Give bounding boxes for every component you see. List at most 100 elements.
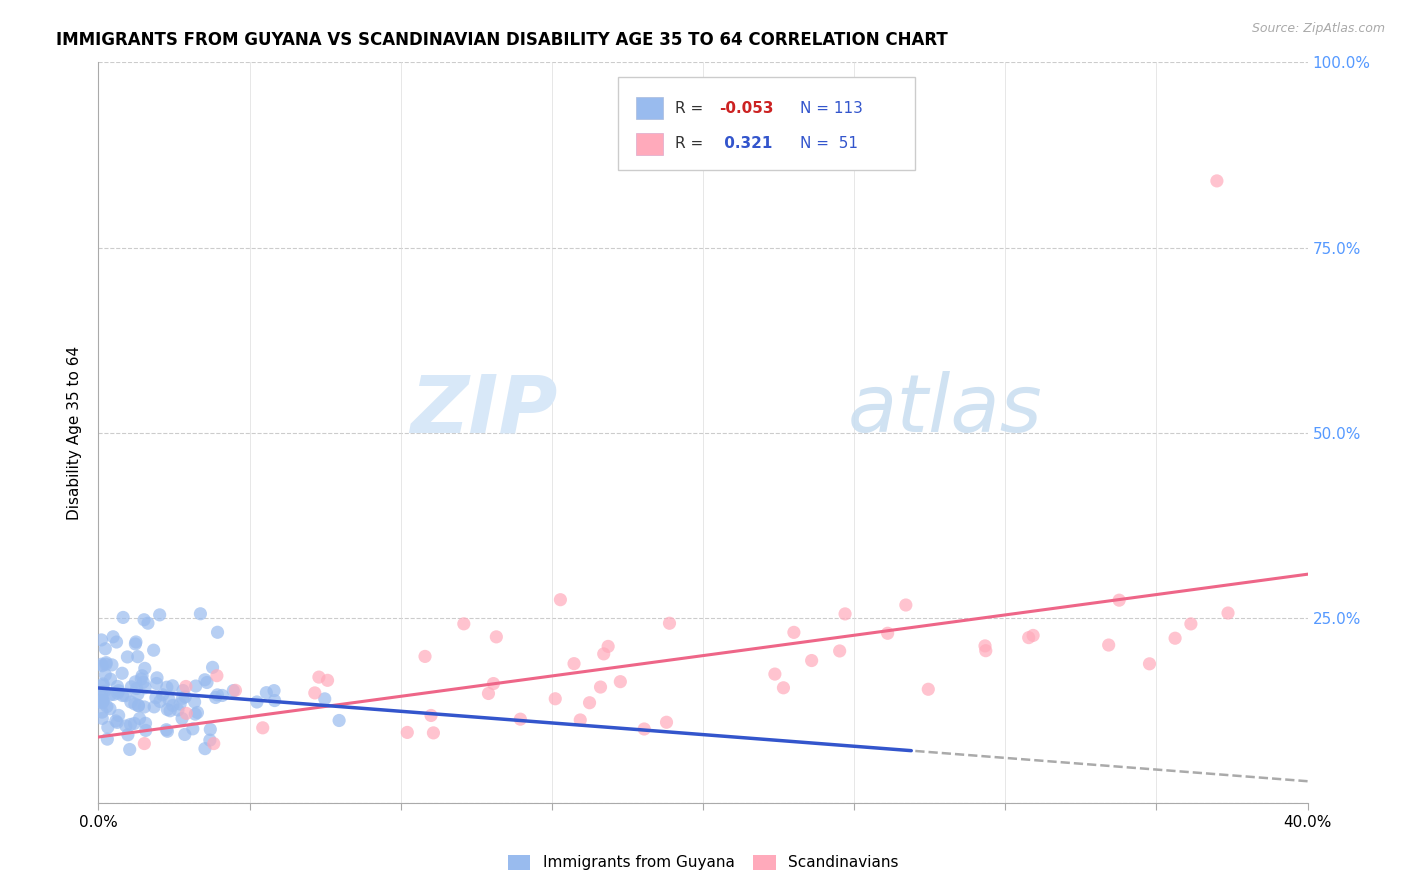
- Text: N =  51: N = 51: [800, 136, 858, 152]
- Point: [598, 640, 620, 654]
- Point: [107, 683, 129, 698]
- Point: [145, 676, 167, 690]
- Point: [131, 669, 153, 683]
- Point: [204, 690, 226, 705]
- Point: [91, 705, 114, 719]
- Point: [152, 688, 174, 702]
- Point: [422, 726, 444, 740]
- Point: [114, 689, 136, 703]
- Point: [308, 670, 330, 684]
- Point: [127, 698, 149, 713]
- Point: [569, 713, 592, 727]
- Point: [118, 742, 141, 756]
- Point: [252, 721, 274, 735]
- Point: [222, 683, 245, 698]
- Point: [1180, 616, 1202, 631]
- Point: [184, 707, 207, 722]
- Point: [127, 698, 149, 713]
- Point: [155, 723, 177, 737]
- Point: [134, 737, 156, 751]
- Point: [157, 693, 180, 707]
- Point: [224, 683, 246, 698]
- Point: [145, 690, 167, 705]
- Point: [124, 697, 146, 711]
- Point: [90, 632, 112, 647]
- Point: [125, 681, 148, 696]
- Point: [186, 706, 208, 720]
- Point: [763, 667, 786, 681]
- Point: [146, 671, 169, 685]
- Point: [90, 694, 112, 708]
- Point: [834, 607, 856, 621]
- Point: [98, 702, 121, 716]
- Point: [482, 676, 505, 690]
- Point: [783, 625, 806, 640]
- Point: [658, 616, 681, 631]
- Point: [100, 672, 122, 686]
- Point: [246, 695, 269, 709]
- Text: ZIP: ZIP: [411, 371, 558, 450]
- Point: [91, 696, 114, 710]
- Point: [633, 722, 655, 736]
- Point: [172, 683, 194, 698]
- Point: [90, 686, 112, 700]
- Point: [91, 678, 114, 692]
- Point: [1108, 593, 1130, 607]
- Point: [254, 686, 277, 700]
- Point: [162, 698, 184, 713]
- Point: [91, 711, 114, 725]
- Point: [609, 674, 631, 689]
- Point: [105, 715, 128, 730]
- Point: [120, 680, 142, 694]
- Point: [1206, 174, 1229, 188]
- Bar: [637, 97, 664, 120]
- Point: [124, 674, 146, 689]
- Point: [413, 649, 436, 664]
- Point: [477, 686, 499, 700]
- Point: [176, 706, 198, 721]
- Point: [195, 675, 218, 690]
- Point: [190, 607, 212, 621]
- Point: [562, 657, 585, 671]
- Point: [194, 673, 217, 687]
- Point: [420, 708, 443, 723]
- Point: [1022, 628, 1045, 642]
- Point: [1098, 638, 1121, 652]
- Point: [127, 649, 149, 664]
- Point: [263, 693, 285, 707]
- Point: [96, 699, 118, 714]
- Point: [485, 630, 508, 644]
- Point: [263, 683, 285, 698]
- Point: [120, 695, 142, 709]
- Point: [91, 658, 114, 673]
- Point: [103, 688, 125, 702]
- Point: [120, 717, 142, 731]
- Point: [117, 728, 139, 742]
- Point: [134, 681, 156, 695]
- Point: [201, 660, 224, 674]
- Point: [91, 693, 114, 707]
- Point: [550, 592, 572, 607]
- Point: [132, 675, 155, 690]
- Point: [136, 616, 159, 631]
- Point: [800, 654, 823, 668]
- Point: [1216, 606, 1239, 620]
- Text: Source: ZipAtlas.com: Source: ZipAtlas.com: [1251, 22, 1385, 36]
- Point: [974, 643, 997, 657]
- Point: [396, 725, 419, 739]
- Point: [101, 657, 124, 672]
- Point: [183, 695, 205, 709]
- Point: [104, 714, 127, 728]
- Text: IMMIGRANTS FROM GUYANA VS SCANDINAVIAN DISABILITY AGE 35 TO 64 CORRELATION CHART: IMMIGRANTS FROM GUYANA VS SCANDINAVIAN D…: [56, 31, 948, 49]
- Point: [107, 679, 129, 693]
- Text: R =: R =: [675, 136, 709, 152]
- Point: [156, 702, 179, 716]
- Point: [94, 668, 117, 682]
- Point: [90, 695, 112, 709]
- Point: [198, 733, 221, 747]
- Point: [509, 712, 531, 726]
- Point: [101, 630, 124, 644]
- Bar: [637, 133, 664, 155]
- Point: [194, 741, 217, 756]
- Point: [200, 723, 222, 737]
